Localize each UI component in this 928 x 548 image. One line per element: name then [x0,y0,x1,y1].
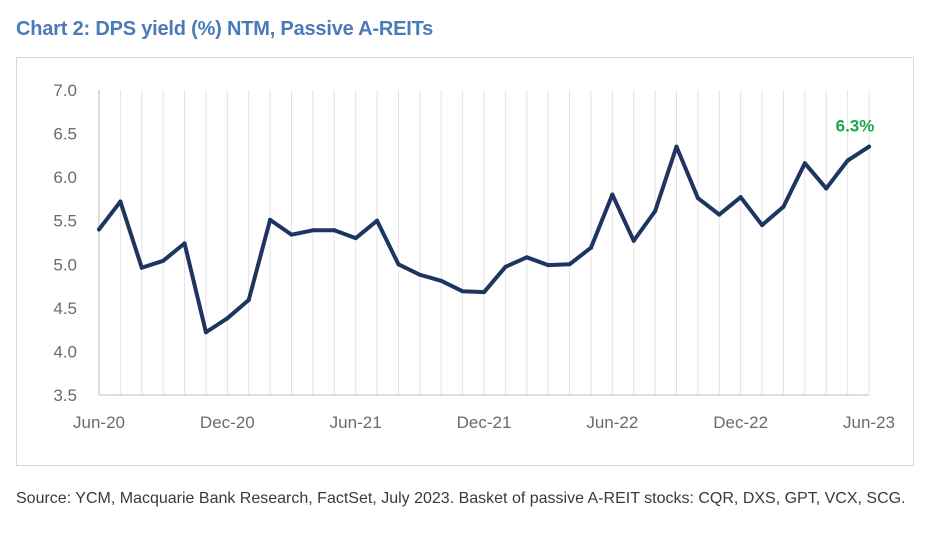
data-point [546,263,551,268]
data-point [439,278,444,283]
data-point [824,186,829,191]
data-point [738,195,743,200]
y-axis-tick-labels: 3.5 4.0 4.5 5.0 5.5 6.0 6.5 7.0 [53,81,77,405]
axes [98,90,869,396]
data-point [610,192,615,197]
y-tick-label: 4.0 [53,342,77,361]
data-point [375,218,380,223]
x-axis-tick-labels: Jun-20 Dec-20 Jun-21 Dec-21 Jun-22 Dec-22 Jun-… [73,413,895,432]
data-point [802,161,807,166]
y-tick-label: 6.5 [53,125,77,144]
data-point [246,298,251,303]
data-point [674,144,679,149]
data-point [332,228,337,233]
data-point [845,158,850,163]
y-tick-label: 4.5 [53,299,77,318]
data-point [695,196,700,201]
y-tick-label: 5.5 [53,212,77,231]
data-point [139,265,144,270]
data-point [781,204,786,209]
data-point [717,212,722,217]
x-tick-label: Dec-22 [713,413,768,432]
chart-area [16,57,914,466]
y-tick-label: 3.5 [53,386,77,405]
x-tick-label: Jun-21 [330,413,382,432]
data-point [760,223,765,228]
gridlines [98,90,870,395]
data-point [268,217,273,222]
data-point [417,272,422,277]
data-point [353,236,358,241]
data-point [225,316,230,321]
data-point [203,330,208,335]
data-point [631,238,636,243]
data-point [588,245,593,250]
data-point [524,255,529,260]
x-tick-label: Jun-22 [586,413,638,432]
data-point [567,262,572,267]
x-tick-label: Jun-23 [843,413,895,432]
annotations: 6.3% [836,117,875,136]
data-point [503,264,508,269]
data-point [289,232,294,237]
data-point [310,228,315,233]
data-point [97,227,101,232]
x-tick-label: Dec-21 [457,413,512,432]
source-note: Source: YCM, Macquarie Bank Research, Fa… [16,490,906,507]
data-point [161,258,166,263]
x-tick-label: Jun-20 [73,413,125,432]
x-tick-label: Dec-20 [200,413,255,432]
data-point [653,209,658,214]
data-point [182,241,187,246]
data-point [118,199,123,204]
data-point [460,289,465,294]
data-point [482,290,486,295]
series-group [97,144,871,335]
data-point [396,262,401,267]
y-tick-label: 5.0 [53,255,77,274]
y-tick-label: 7.0 [53,81,77,100]
data-point [867,144,871,149]
y-tick-label: 6.0 [53,168,77,187]
last-value-label: 6.3% [836,117,875,136]
chart-title: Chart 2: DPS yield (%) NTM, Passive A-RE… [16,18,434,40]
line-chart: 3.54.04.55.05.56.06.57.0 Jun-20 Dec-20 Jun… [53,81,895,432]
